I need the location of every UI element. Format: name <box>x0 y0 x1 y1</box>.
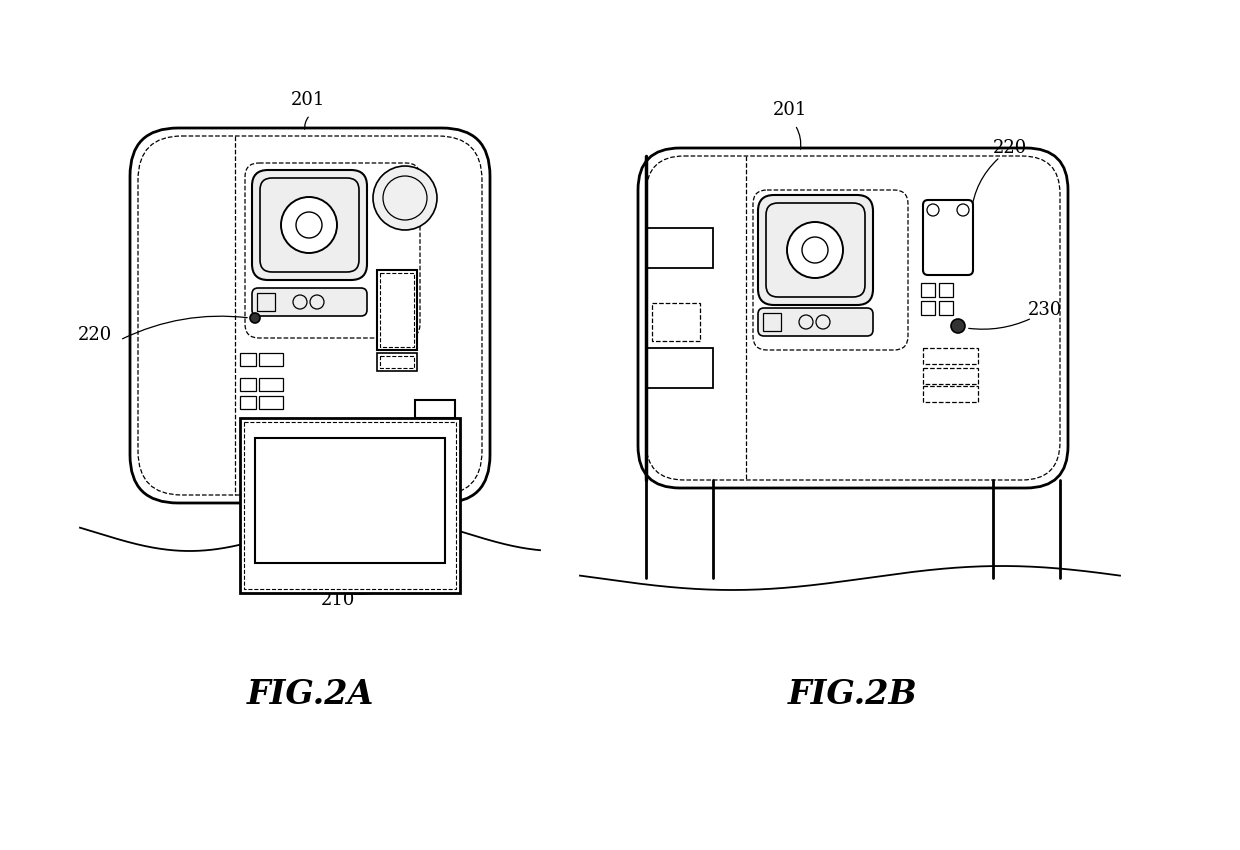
Text: 220: 220 <box>78 326 112 344</box>
Circle shape <box>250 313 260 323</box>
FancyBboxPatch shape <box>923 200 973 275</box>
Bar <box>259 378 283 391</box>
FancyBboxPatch shape <box>758 308 873 336</box>
Bar <box>652 303 701 341</box>
Bar <box>259 353 283 366</box>
Bar <box>939 301 954 315</box>
Text: FIG.2B: FIG.2B <box>789 678 918 711</box>
Bar <box>241 418 460 593</box>
Bar <box>255 438 445 563</box>
Circle shape <box>787 222 843 278</box>
Bar <box>923 348 978 364</box>
Circle shape <box>281 197 337 253</box>
FancyBboxPatch shape <box>758 195 873 305</box>
Bar <box>763 313 781 331</box>
Bar <box>257 293 275 311</box>
Bar <box>259 396 283 409</box>
FancyBboxPatch shape <box>130 128 490 503</box>
FancyBboxPatch shape <box>639 148 1068 488</box>
Bar <box>377 353 417 371</box>
Bar <box>921 301 935 315</box>
Bar <box>923 368 978 384</box>
Bar <box>379 356 414 368</box>
Text: 230: 230 <box>1028 301 1063 319</box>
Circle shape <box>373 166 436 230</box>
Bar <box>241 353 255 366</box>
Bar <box>921 283 935 297</box>
Bar <box>241 396 255 409</box>
Text: FIG.2A: FIG.2A <box>247 678 373 711</box>
Text: 201: 201 <box>291 91 325 109</box>
Bar <box>415 400 455 418</box>
Bar <box>377 270 417 350</box>
Circle shape <box>951 319 965 333</box>
Bar <box>379 273 414 347</box>
Text: 201: 201 <box>773 101 807 119</box>
Text: 220: 220 <box>993 139 1027 157</box>
Bar <box>939 283 954 297</box>
FancyBboxPatch shape <box>252 288 367 316</box>
Text: 210: 210 <box>321 591 355 609</box>
Bar <box>244 422 456 589</box>
Bar <box>241 378 255 391</box>
Bar <box>923 386 978 402</box>
FancyBboxPatch shape <box>252 170 367 280</box>
